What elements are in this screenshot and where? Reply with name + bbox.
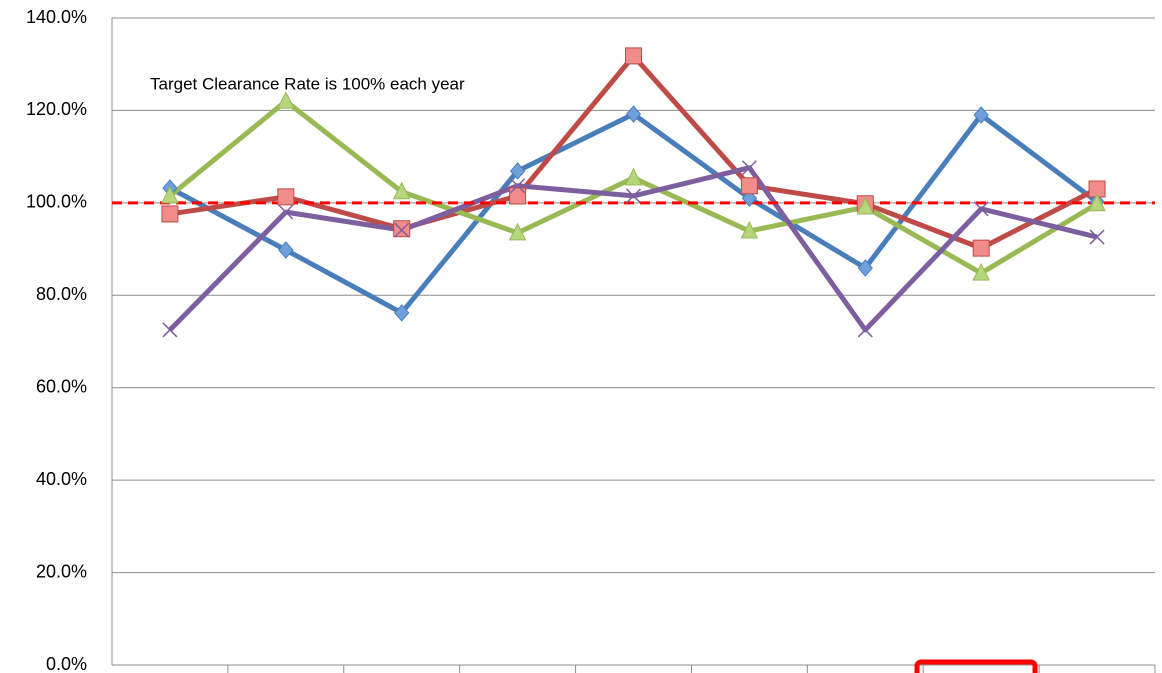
marker [624, 167, 643, 186]
marker [972, 239, 990, 257]
y-tick-label: 60.0% [36, 376, 87, 396]
y-tick-label: 40.0% [36, 469, 87, 489]
marker [509, 187, 527, 205]
marker [973, 201, 989, 217]
marker [625, 188, 642, 204]
marker [625, 105, 642, 123]
y-tick-label: 0.0% [46, 654, 87, 673]
marker [1088, 193, 1106, 212]
plot-area [112, 47, 1155, 338]
y-tick-label: 20.0% [36, 561, 87, 581]
y-tick-label: 120.0% [26, 99, 87, 119]
y-tick-label: 80.0% [36, 284, 87, 304]
marker [741, 160, 757, 176]
marker [508, 222, 527, 241]
grid: 0.0% 20.0% 40.0% 60.0% 80.0% 100.0% 120.0% 140.… [26, 7, 1156, 673]
marker [857, 322, 873, 338]
marker [277, 188, 295, 206]
marker [393, 220, 411, 238]
marker [857, 259, 873, 277]
marker [972, 262, 990, 281]
marker [161, 205, 179, 223]
marker [162, 322, 178, 338]
marker [509, 162, 526, 180]
marker [278, 241, 294, 259]
marker [1089, 229, 1105, 245]
marker [277, 91, 295, 109]
marker [394, 304, 410, 322]
marker [740, 220, 759, 239]
y-tick-label: 140.0% [26, 7, 87, 27]
marker [394, 222, 410, 238]
marker [278, 204, 294, 220]
highlight-box [914, 659, 1038, 673]
marker [392, 181, 411, 200]
y-tick-label: 100.0% [26, 192, 87, 212]
series-line [168, 98, 1099, 276]
marker [161, 185, 179, 204]
annotation: Target Clearance Rate is 100% each year [150, 74, 465, 93]
marker [973, 106, 989, 124]
marker [510, 178, 526, 194]
marker [856, 196, 875, 215]
marker [740, 177, 758, 195]
marker [625, 47, 642, 65]
series-line [168, 165, 1098, 333]
